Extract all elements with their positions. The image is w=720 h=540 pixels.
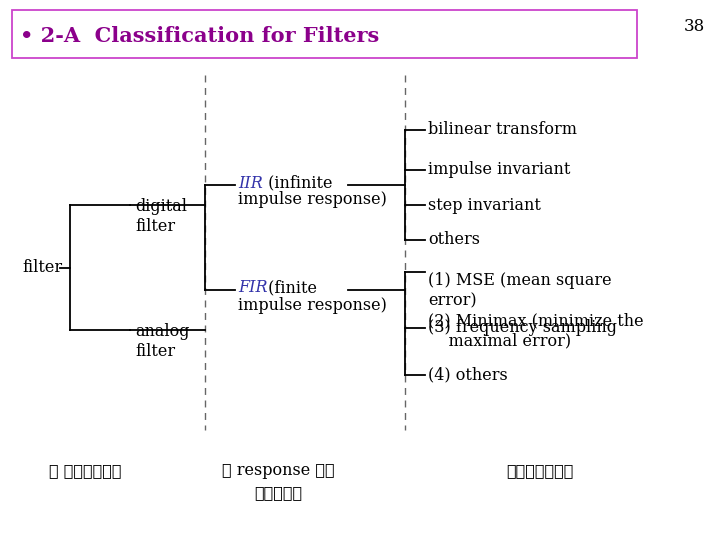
Text: digital
filter: digital filter xyxy=(135,198,187,234)
FancyBboxPatch shape xyxy=(12,10,637,58)
Text: FIR: FIR xyxy=(238,280,268,296)
Text: (infinite: (infinite xyxy=(263,174,333,192)
Text: (1) MSE (mean square
error)
(2) Minimax (minimize the
    maximal error): (1) MSE (mean square error) (2) Minimax … xyxy=(428,272,644,350)
Text: 由 數位類比分類: 由 數位類比分類 xyxy=(49,462,121,479)
Text: impulse invariant: impulse invariant xyxy=(428,161,570,179)
Text: bilinear transform: bilinear transform xyxy=(428,122,577,138)
Text: filter: filter xyxy=(22,260,62,276)
Text: others: others xyxy=(428,232,480,248)
Text: impulse response): impulse response) xyxy=(238,192,387,208)
Text: 由設計方法分類: 由設計方法分類 xyxy=(506,462,574,479)
Text: 由 response 是否
有限長分類: 由 response 是否 有限長分類 xyxy=(222,462,334,501)
Text: impulse response): impulse response) xyxy=(238,296,387,314)
Text: • 2-A  Classification for Filters: • 2-A Classification for Filters xyxy=(20,26,379,46)
Text: 38: 38 xyxy=(684,18,705,35)
Text: (finite: (finite xyxy=(263,280,317,296)
Text: (4) others: (4) others xyxy=(428,367,508,383)
Text: (3) frequency sampling: (3) frequency sampling xyxy=(428,320,617,336)
Text: IIR: IIR xyxy=(238,174,263,192)
Text: step invariant: step invariant xyxy=(428,197,541,213)
Text: analog
filter: analog filter xyxy=(135,323,189,360)
